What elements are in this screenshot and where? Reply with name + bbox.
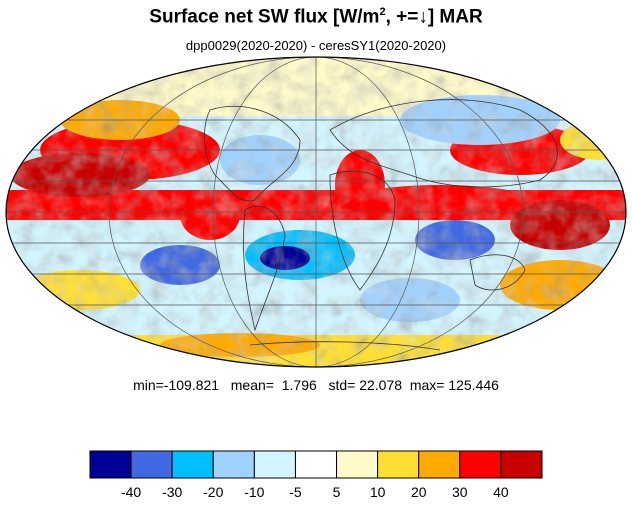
colorbar-box <box>130 450 173 479</box>
colorbar-box <box>212 450 255 479</box>
colorbar-tick-label: -40 <box>121 484 141 500</box>
colorbar-labels: -40 -30 -20 -10 -5 5 10 20 30 40 <box>121 484 509 500</box>
colorbar-tick-label: 30 <box>452 484 468 500</box>
colorbar-box <box>336 450 379 479</box>
colorbar-tick-label: -20 <box>203 484 223 500</box>
colorbar-tick-label: -10 <box>244 484 264 500</box>
colorbar-box <box>500 450 543 479</box>
colorbar-tick-label: 10 <box>370 484 386 500</box>
colorbar-box <box>253 450 296 479</box>
colorbar-tick-label: -5 <box>289 484 302 500</box>
map-border <box>5 56 627 368</box>
chart-subtitle: dpp0029(2020-2020) - ceresSY1(2020-2020) <box>185 38 447 53</box>
colorbar-tick-label: 5 <box>333 484 341 500</box>
chart-title: Surface net SW flux [W/m2, +=↓] MAR <box>149 6 483 28</box>
colorbar-tick-label: 40 <box>493 484 509 500</box>
statistics-line: min=-109.821 mean= 1.796 std= 22.078 max… <box>133 377 499 393</box>
colorbar-box <box>294 450 338 479</box>
world-map <box>5 56 627 368</box>
colorbar-box <box>459 450 502 479</box>
colorbar-box <box>89 450 132 479</box>
colorbar-box <box>418 450 461 479</box>
coastlines <box>204 99 558 351</box>
colorbar-box <box>171 450 214 479</box>
colorbar-tick-label: -30 <box>162 484 182 500</box>
colorbar-boxes <box>89 450 543 479</box>
colorbar-box <box>377 450 420 479</box>
colorbar-tick-label: 20 <box>411 484 427 500</box>
graticule <box>6 57 626 367</box>
